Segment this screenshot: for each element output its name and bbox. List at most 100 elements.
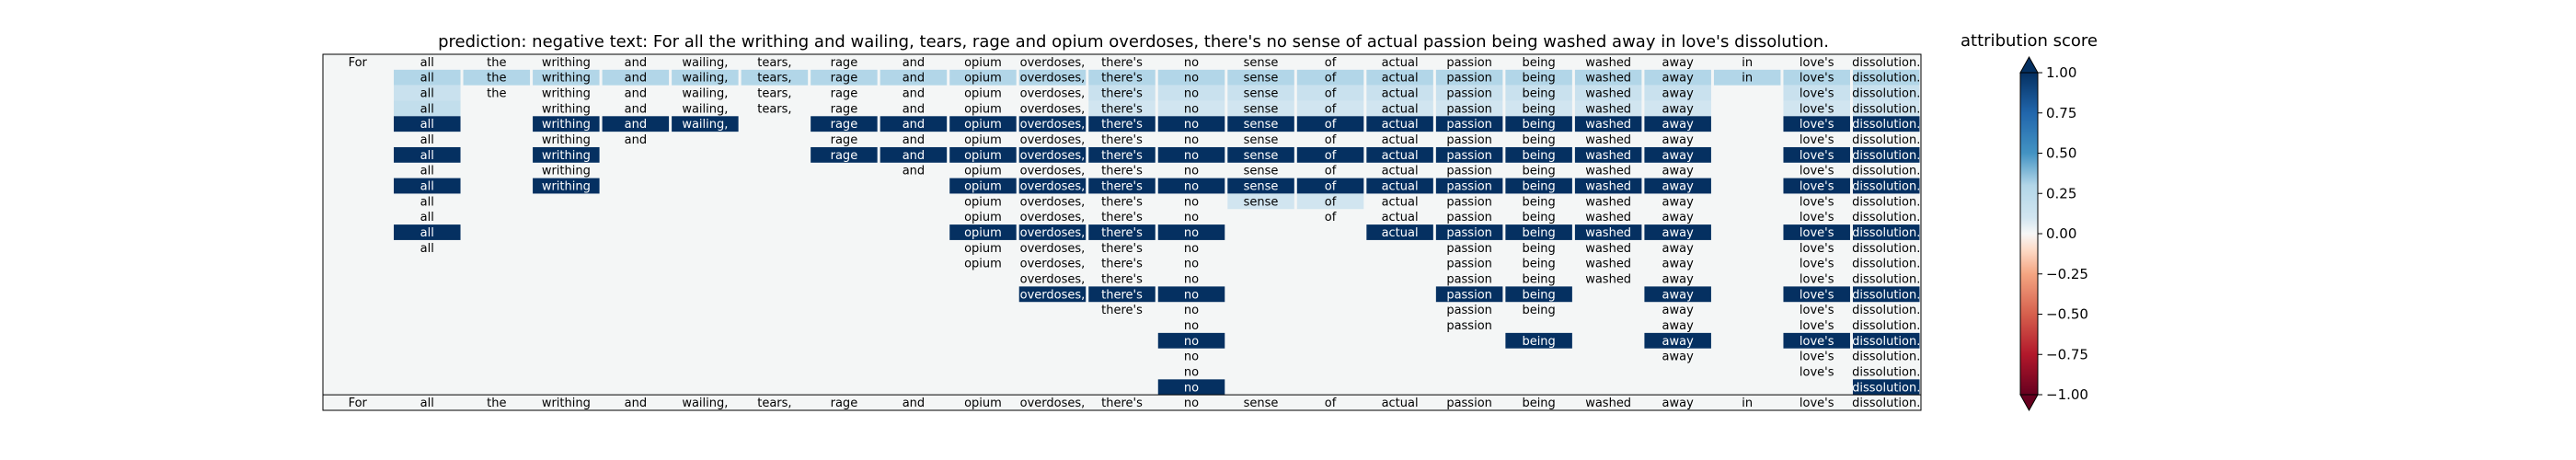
attribution-row: there's no passion being away love's dissoluti… — [1101, 304, 1920, 317]
token-label: no — [1184, 118, 1199, 132]
colorbar-tick-label: −0.75 — [2046, 346, 2088, 362]
token-label: away — [1662, 211, 1695, 224]
attribution-cell — [1435, 85, 1503, 101]
token-label: love's — [1800, 226, 1834, 240]
token-label: overdoses, — [1020, 272, 1086, 286]
attribution-cell — [1227, 85, 1294, 101]
token-label: in — [1742, 397, 1753, 410]
token-label: there's — [1101, 211, 1143, 224]
token-label: and — [903, 133, 925, 147]
attribution-cell — [1644, 224, 1711, 240]
token-label: writhing — [542, 180, 591, 194]
attribution-cell — [1227, 178, 1294, 194]
token-label: love's — [1800, 72, 1834, 86]
attribution-cell — [1157, 286, 1225, 303]
attribution-cell — [1713, 69, 1781, 86]
attribution-row: all opium overdoses, there's no actual passion… — [394, 224, 1920, 240]
token-label: opium — [964, 180, 1002, 194]
token-label: no — [1184, 195, 1199, 209]
token-label: there's — [1101, 258, 1143, 271]
attribution-cell — [1574, 178, 1642, 194]
token-label: passion — [1446, 165, 1492, 178]
attribution-cell — [1783, 178, 1850, 194]
colorbar-tick-label: 1.00 — [2046, 64, 2076, 81]
token-label: of — [1325, 133, 1337, 147]
token-label: and — [903, 56, 925, 70]
token-label: dissolution. — [1852, 304, 1920, 317]
token-label: there's — [1101, 102, 1143, 116]
token-label: wailing, — [682, 72, 728, 86]
token-label: dissolution. — [1852, 56, 1920, 70]
attribution-cell — [1018, 146, 1087, 163]
token-label: there's — [1101, 226, 1143, 240]
colorbar-title: attribution score — [1961, 31, 2098, 51]
token-label: of — [1325, 118, 1337, 132]
attribution-cell — [1783, 85, 1850, 101]
token-label: of — [1325, 72, 1337, 86]
token-label: love's — [1800, 272, 1834, 286]
token-label: actual — [1382, 165, 1419, 178]
token-label: no — [1184, 72, 1199, 86]
token-label: opium — [964, 226, 1002, 240]
attribution-cell — [1157, 69, 1225, 86]
attribution-cell — [394, 100, 461, 117]
attribution-cell — [1088, 100, 1156, 117]
token-label: passion — [1446, 118, 1492, 132]
token-label: no — [1184, 258, 1199, 271]
attribution-row: no passion away love's dissolution. — [1184, 319, 1920, 333]
attribution-cell — [1574, 85, 1642, 101]
token-label: away — [1662, 335, 1695, 349]
token-label: sense — [1244, 87, 1279, 101]
token-label: all — [420, 226, 434, 240]
attribution-cell — [1505, 224, 1572, 240]
token-label: being — [1522, 304, 1555, 317]
token-label: love's — [1800, 242, 1834, 256]
token-label: away — [1662, 351, 1695, 364]
token-label: rage — [831, 133, 858, 147]
token-label: writhing — [542, 102, 591, 116]
token-label: passion — [1446, 288, 1492, 302]
token-label: away — [1662, 397, 1695, 410]
token-label: away — [1662, 288, 1695, 302]
token-label: no — [1184, 288, 1199, 302]
token-label: there's — [1101, 87, 1143, 101]
token-label: rage — [831, 397, 858, 410]
token-label: away — [1662, 72, 1695, 86]
token-label: love's — [1800, 87, 1834, 101]
attribution-cell — [1366, 146, 1433, 163]
token-label: passion — [1446, 149, 1492, 163]
attribution-cell — [1366, 69, 1433, 86]
token-label: there's — [1101, 165, 1143, 178]
token-label: washed — [1585, 133, 1631, 147]
attribution-cell — [1505, 146, 1572, 163]
attribution-cell — [1296, 193, 1364, 210]
attribution-cell — [1852, 85, 1920, 101]
token-label: all — [420, 397, 434, 410]
token-label: actual — [1382, 149, 1419, 163]
token-label: no — [1184, 272, 1199, 286]
token-label: washed — [1585, 242, 1631, 256]
attribution-cell — [1296, 116, 1364, 132]
token-label: there's — [1101, 195, 1143, 209]
token-label: rage — [831, 102, 858, 116]
token-label: all — [420, 87, 434, 101]
token-label: actual — [1382, 211, 1419, 224]
token-label: dissolution. — [1852, 87, 1920, 101]
token-label: actual — [1382, 226, 1419, 240]
attribution-row: For all the writhing and wailing, tears, rage an… — [349, 56, 1921, 70]
token-label: writhing — [542, 165, 591, 178]
token-label: dissolution. — [1852, 272, 1920, 286]
token-label: love's — [1800, 102, 1834, 116]
attribution-cell — [811, 116, 878, 132]
attribution-cell — [1644, 100, 1711, 117]
token-label: sense — [1244, 195, 1279, 209]
token-label: dissolution. — [1852, 195, 1920, 209]
attribution-cell — [1157, 116, 1225, 132]
token-label: being — [1522, 211, 1555, 224]
token-label: opium — [964, 102, 1002, 116]
token-label: away — [1662, 149, 1695, 163]
token-label: and — [903, 397, 925, 410]
token-label: passion — [1446, 397, 1492, 410]
token-label: being — [1522, 165, 1555, 178]
